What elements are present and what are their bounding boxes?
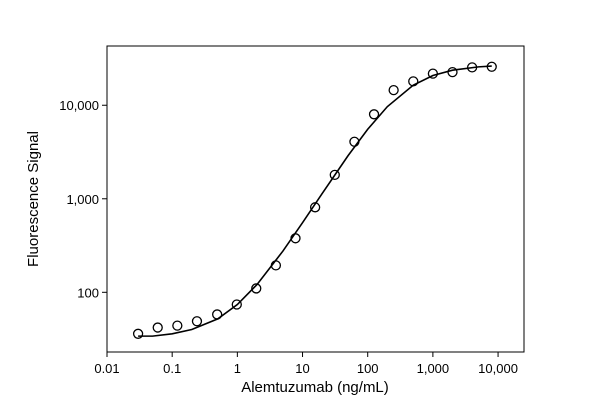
- x-tick-label: 0.01: [94, 361, 119, 376]
- data-point: [388, 85, 399, 96]
- plot-frame: [106, 45, 525, 353]
- data-point: [172, 320, 183, 331]
- data-point: [231, 299, 242, 310]
- data-point: [329, 169, 340, 181]
- fit-curve: [138, 65, 492, 337]
- y-axis-label: Fluorescence Signal: [25, 131, 42, 267]
- x-tick-label: 1: [234, 361, 241, 376]
- y-tick-label: 100: [77, 285, 99, 300]
- x-tick-label: 100: [357, 361, 379, 376]
- x-tick-label: 1,000: [417, 361, 450, 376]
- y-tick-label: 1,000: [66, 192, 99, 207]
- data-point: [251, 283, 262, 294]
- data-point: [191, 316, 203, 327]
- x-tick-label: 0.1: [163, 361, 181, 376]
- y-tick-label: 10,000: [59, 98, 99, 113]
- x-tick-label: 10,000: [478, 361, 518, 376]
- data-point: [368, 109, 380, 120]
- data-point: [152, 322, 163, 333]
- x-tick-label: 10: [295, 361, 309, 376]
- x-axis-label: Alemtuzumab (ng/mL): [241, 379, 389, 396]
- data-point: [132, 328, 144, 339]
